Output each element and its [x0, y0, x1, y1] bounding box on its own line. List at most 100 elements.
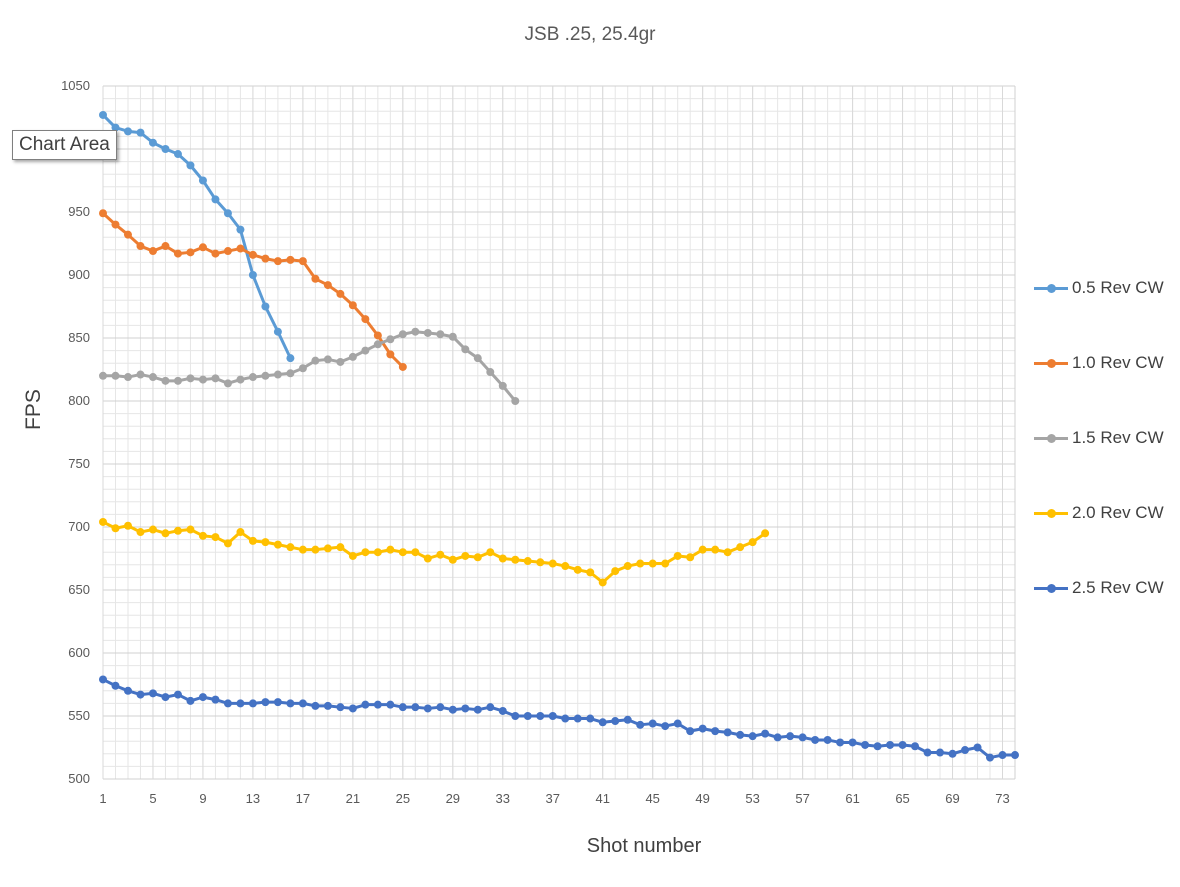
data-point [236, 699, 245, 708]
data-point [423, 554, 432, 563]
legend-item-0-5-rev-cw[interactable]: 0.5 Rev CW [1034, 276, 1164, 300]
data-point [248, 373, 257, 382]
data-point [911, 742, 920, 751]
data-point [1011, 751, 1019, 760]
data-point [661, 559, 670, 568]
data-point [561, 562, 570, 571]
data-point [173, 376, 182, 385]
data-point [99, 675, 107, 684]
series-2-0-rev-cw [99, 517, 770, 587]
data-point [373, 700, 382, 709]
y-tick-label: 700 [68, 519, 90, 534]
data-point [386, 700, 395, 709]
data-point [136, 242, 145, 251]
data-point [186, 161, 195, 170]
data-point [111, 371, 120, 380]
data-point [373, 340, 382, 349]
legend-item-2-0-rev-cw[interactable]: 2.0 Rev CW [1034, 501, 1164, 525]
data-point [286, 699, 295, 708]
y-tick-label: 950 [68, 204, 90, 219]
data-point [473, 705, 482, 714]
data-point [99, 517, 107, 526]
data-point [273, 257, 282, 266]
data-point [598, 718, 607, 727]
data-point [886, 740, 895, 749]
data-point [373, 548, 382, 557]
data-point [261, 371, 270, 380]
data-point [848, 738, 857, 747]
data-point [348, 551, 357, 560]
data-point [773, 733, 782, 742]
legend-label: 2.0 Rev CW [1072, 503, 1164, 522]
data-point [336, 703, 345, 712]
y-axis-label: FPS [22, 389, 45, 430]
data-point [336, 289, 345, 298]
data-point [648, 559, 657, 568]
data-point [248, 250, 257, 259]
data-point [461, 704, 470, 713]
x-tick-label: 33 [496, 791, 510, 806]
data-point [148, 138, 157, 147]
data-point [223, 379, 232, 388]
data-point [173, 526, 182, 535]
legend-item-1-0-rev-cw[interactable]: 1.0 Rev CW [1034, 351, 1164, 375]
y-tick-label: 750 [68, 456, 90, 471]
data-point [698, 545, 707, 554]
data-point [248, 699, 257, 708]
data-point [198, 693, 207, 702]
data-point [148, 689, 157, 698]
data-point [348, 352, 357, 361]
data-point [761, 729, 770, 738]
data-point [173, 690, 182, 699]
data-point [561, 714, 570, 723]
legend-label: 1.5 Rev CW [1072, 428, 1164, 447]
series-line [101, 113, 292, 360]
data-point [273, 698, 282, 707]
legend-swatch [1034, 426, 1068, 450]
data-point [211, 195, 220, 204]
data-point [736, 730, 745, 739]
legend-item-1-5-rev-cw[interactable]: 1.5 Rev CW [1034, 426, 1164, 450]
data-point [161, 145, 170, 153]
data-point [186, 248, 195, 257]
legend-swatch [1034, 351, 1068, 375]
major-gridlines [102, 85, 1016, 780]
data-point [173, 249, 182, 258]
data-point [298, 545, 307, 554]
x-tick-label: 73 [995, 791, 1009, 806]
data-point [536, 712, 545, 720]
y-tick-label: 1050 [61, 78, 90, 93]
x-tick-label: 21 [346, 791, 360, 806]
data-point [686, 727, 695, 736]
data-point [236, 375, 245, 384]
data-point [936, 748, 945, 757]
data-point [448, 332, 457, 341]
x-tick-label: 17 [296, 791, 310, 806]
data-point [398, 703, 407, 712]
data-point [273, 327, 282, 336]
x-tick-label: 61 [845, 791, 859, 806]
data-point [511, 397, 520, 405]
x-tick-label: 69 [945, 791, 959, 806]
legend-item-2-5-rev-cw[interactable]: 2.5 Rev CW [1034, 576, 1164, 600]
data-point [623, 715, 632, 724]
legend-label: 1.0 Rev CW [1072, 353, 1164, 372]
x-tick-label: 53 [745, 791, 759, 806]
data-point [398, 362, 407, 371]
data-point [511, 555, 520, 564]
y-tick-label: 550 [68, 708, 90, 723]
data-point [123, 230, 132, 239]
data-point [448, 705, 457, 714]
data-point [286, 369, 295, 378]
data-point [761, 529, 770, 538]
data-point [111, 123, 120, 132]
data-point [811, 735, 820, 744]
data-point [386, 545, 395, 554]
data-point [99, 110, 107, 119]
data-point [323, 701, 332, 710]
data-point [673, 551, 682, 560]
x-tick-label: 9 [199, 791, 206, 806]
data-point [248, 536, 257, 545]
data-point [898, 740, 907, 749]
